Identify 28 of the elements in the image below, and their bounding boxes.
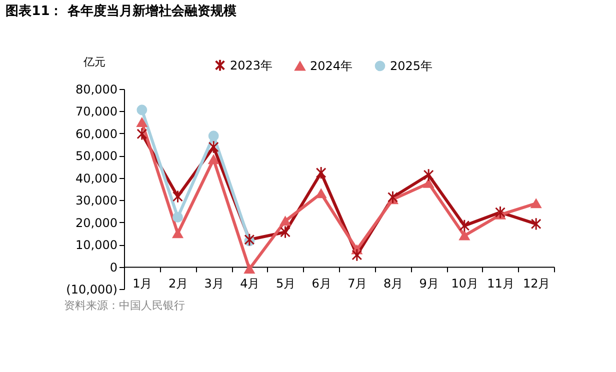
x-tick-label: 2月 xyxy=(168,276,188,290)
y-tick-label: 0 xyxy=(110,260,118,274)
legend-label: 2024年 xyxy=(310,59,353,74)
y-tick-label: 10,000 xyxy=(76,238,118,252)
x-tick-label: 10月 xyxy=(451,276,479,290)
x-tick-label: 3月 xyxy=(204,276,224,290)
y-tick-label: 70,000 xyxy=(76,104,118,119)
x-tick-label: 9月 xyxy=(419,276,439,290)
x-tick-label: 12月 xyxy=(522,276,550,290)
x-tick-label: 6月 xyxy=(312,276,332,290)
x-tick-label: 7月 xyxy=(348,276,368,290)
x-tick-label: 5月 xyxy=(276,276,296,290)
y-tick-label: (10,000) xyxy=(66,282,118,296)
legend-label: 2023年 xyxy=(230,58,273,72)
chart-title: 图表11： 各年度当月新增社会融资规模 xyxy=(6,3,236,19)
y-tick-label: 40,000 xyxy=(76,171,118,186)
y-tick-label: 30,000 xyxy=(76,194,118,208)
y-tick-label: 80,000 xyxy=(76,82,118,96)
legend-label: 2025年 xyxy=(390,58,433,73)
x-tick-label: 4月 xyxy=(240,276,260,290)
y-axis-title: 亿元 xyxy=(82,56,106,68)
x-tick-label: 8月 xyxy=(383,276,404,290)
y-tick-label: 20,000 xyxy=(76,216,118,230)
x-tick-label: 11月 xyxy=(487,276,514,290)
y-tick-label: 50,000 xyxy=(76,149,118,164)
text: 资料来源：中国人民银行 xyxy=(64,299,185,312)
y-tick-label: 60,000 xyxy=(76,126,118,141)
x-tick-label: 1月 xyxy=(132,276,152,290)
